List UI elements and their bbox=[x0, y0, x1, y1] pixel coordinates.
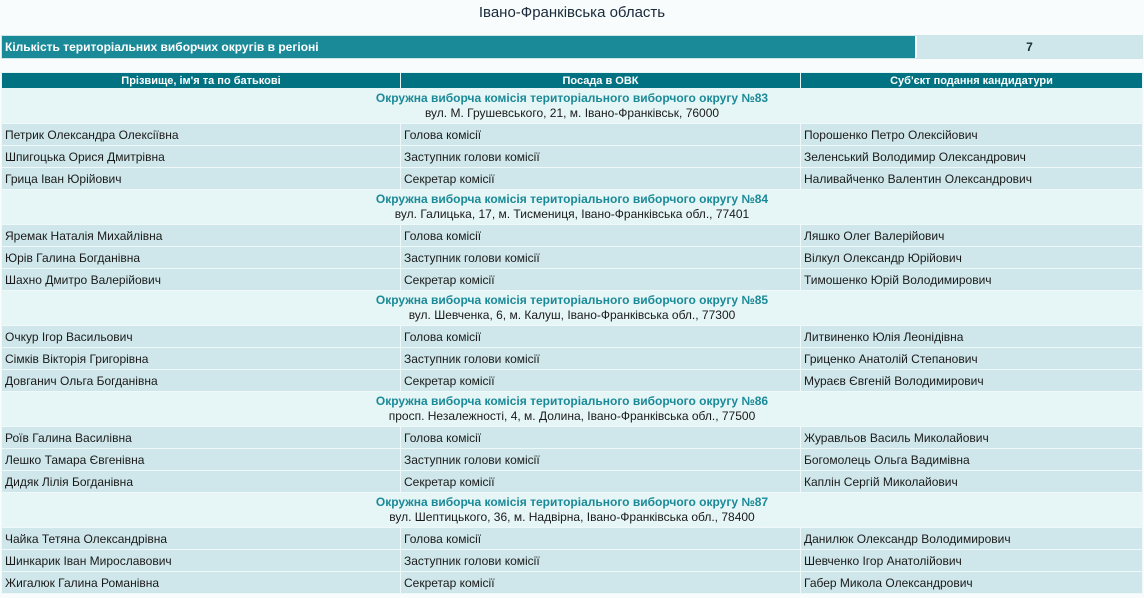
page-title: Івано-Франківська область bbox=[478, 4, 666, 21]
member-position: Секретар комісії bbox=[400, 167, 801, 190]
member-name: Сімків Вікторія Григорівна bbox=[1, 347, 401, 370]
commission-group-cell: Окружна виборча комісія територіального … bbox=[1, 290, 1143, 326]
header-name: Прізвище, ім'я та по батькові bbox=[1, 72, 401, 89]
commission-group-row: Окружна виборча комісія територіального … bbox=[1, 189, 1143, 225]
member-nominator: Журавльов Василь Миколайович bbox=[800, 426, 1143, 449]
member-name: Юрів Галина Богданівна bbox=[1, 246, 401, 269]
member-position: Голова комісії bbox=[400, 527, 801, 550]
member-name: Петрик Олександра Олексіївна bbox=[1, 123, 401, 146]
table-row: Жигалюк Галина Романівна Секретар комісії… bbox=[1, 571, 1143, 594]
member-name: Шахно Дмитро Валерійович bbox=[1, 268, 401, 291]
table-row: Довганич Ольга Богданівна Секретар комісі… bbox=[1, 369, 1143, 392]
member-nominator: Вілкул Олександр Юрійович bbox=[800, 246, 1143, 269]
commission-group-cell: Окружна виборча комісія територіального … bbox=[1, 492, 1143, 528]
commission-group-row: Окружна виборча комісія територіального … bbox=[1, 492, 1143, 528]
member-position: Секретар комісії bbox=[400, 369, 801, 392]
commission-name: Окружна виборча комісія територіального … bbox=[375, 91, 769, 105]
member-nominator: Мураєв Євгеній Володимирович bbox=[800, 369, 1143, 392]
member-nominator: Каплін Сергій Миколайович bbox=[800, 470, 1143, 493]
member-name: Грица Іван Юрійович bbox=[1, 167, 401, 190]
member-name: Шпигоцька Орися Дмитрівна bbox=[1, 145, 401, 168]
table-row: Юрів Галина Богданівна Заступник голови к… bbox=[1, 246, 1143, 269]
member-name: Чайка Тетяна Олександрівна bbox=[1, 527, 401, 550]
member-position: Голова комісії bbox=[400, 123, 801, 146]
member-nominator: Тимошенко Юрій Володимирович bbox=[800, 268, 1143, 291]
table-row: Чайка Тетяна Олександрівна Голова комісії… bbox=[1, 527, 1143, 550]
member-position: Голова комісії bbox=[400, 224, 801, 247]
member-position: Заступник голови комісії bbox=[400, 347, 801, 370]
member-nominator: Наливайченко Валентин Олександрович bbox=[800, 167, 1143, 190]
commission-group-row: Окружна виборча комісія територіального … bbox=[1, 391, 1143, 427]
table-row: Грица Іван Юрійович Секретар комісії Налив… bbox=[1, 167, 1143, 190]
commission-group-cell: Окружна виборча комісія територіального … bbox=[1, 391, 1143, 427]
member-nominator: Габер Микола Олександрович bbox=[800, 571, 1143, 594]
commission-name: Окружна виборча комісія територіального … bbox=[375, 394, 769, 408]
member-position: Заступник голови комісії bbox=[400, 145, 801, 168]
member-nominator: Ляшко Олег Валерійович bbox=[800, 224, 1143, 247]
member-nominator: Порошенко Петро Олексійович bbox=[800, 123, 1143, 146]
member-position: Заступник голови комісії bbox=[400, 448, 801, 471]
member-name: Шинкарик Іван Мирославович bbox=[1, 549, 401, 572]
member-nominator: Зеленський Володимир Олександрович bbox=[800, 145, 1143, 168]
commission-name: Окружна виборча комісія територіального … bbox=[375, 495, 769, 509]
member-name: Жигалюк Галина Романівна bbox=[1, 571, 401, 594]
member-name: Яремак Наталія Михайлівна bbox=[1, 224, 401, 247]
member-position: Секретар комісії bbox=[400, 571, 801, 594]
member-name: Очкур Ігор Васильович bbox=[1, 325, 401, 348]
member-position: Секретар комісії bbox=[400, 268, 801, 291]
commission-name: Окружна виборча комісія територіального … bbox=[375, 192, 769, 206]
member-nominator: Шевченко Ігор Анатолійович bbox=[800, 549, 1143, 572]
table-row: Дидяк Лілія Богданівна Секретар комісії Ка… bbox=[1, 470, 1143, 493]
commission-group-cell: Окружна виборча комісія територіального … bbox=[1, 88, 1143, 124]
header-nominator: Суб'єкт подання кандидатури bbox=[800, 72, 1143, 89]
member-name: Лешко Тамара Євгенівна bbox=[1, 448, 401, 471]
district-count-bar: Кількість територіальних виборчих округі… bbox=[1, 35, 1143, 59]
header-position: Посада в ОВК bbox=[400, 72, 801, 89]
table-row: Петрик Олександра Олексіївна Голова коміс… bbox=[1, 123, 1143, 146]
member-nominator: Гриценко Анатолій Степанович bbox=[800, 347, 1143, 370]
commission-address: вул. М. Грушевського, 21, м. Івано-Франк… bbox=[424, 106, 720, 120]
table-row: Лешко Тамара Євгенівна Заступник голови к… bbox=[1, 448, 1143, 471]
table-header: Прізвище, ім'я та по батькові Посада в О… bbox=[1, 72, 1143, 89]
member-name: Довганич Ольга Богданівна bbox=[1, 369, 401, 392]
member-name: Роїв Галина Василівна bbox=[1, 426, 401, 449]
table-row: Сімків Вікторія Григорівна Заступник голо… bbox=[1, 347, 1143, 370]
table-row: Шахно Дмитро Валерійович Секретар комісії… bbox=[1, 268, 1143, 291]
member-nominator: Богомолець Ольга Вадимівна bbox=[800, 448, 1143, 471]
commission-name: Окружна виборча комісія територіального … bbox=[375, 293, 769, 307]
district-count-value: 7 bbox=[915, 36, 1142, 58]
table-row: Очкур Ігор Васильович Голова комісії Литви… bbox=[1, 325, 1143, 348]
table-row: Роїв Галина Василівна Голова комісії Журав… bbox=[1, 426, 1143, 449]
commission-group-row: Окружна виборча комісія територіального … bbox=[1, 290, 1143, 326]
member-position: Голова комісії bbox=[400, 426, 801, 449]
table-row: Шинкарик Іван Мирославович Заступник голо… bbox=[1, 549, 1143, 572]
commission-group-row: Окружна виборча комісія територіального … bbox=[1, 88, 1143, 124]
commission-address: вул. Шевченка, 6, м. Калуш, Івано-Франкі… bbox=[408, 308, 736, 322]
commission-address: просп. Незалежності, 4, м. Долина, Івано… bbox=[388, 409, 756, 423]
commission-table: Прізвище, ім'я та по батькові Посада в О… bbox=[1, 72, 1143, 594]
table-row: Яремак Наталія Михайлівна Голова комісії Л… bbox=[1, 224, 1143, 247]
member-position: Голова комісії bbox=[400, 325, 801, 348]
member-position: Секретар комісії bbox=[400, 470, 801, 493]
table-row: Шпигоцька Орися Дмитрівна Заступник голов… bbox=[1, 145, 1143, 168]
commission-address: вул. Шептицького, 36, м. Надвірна, Івано… bbox=[389, 510, 755, 524]
member-position: Заступник голови комісії bbox=[400, 549, 801, 572]
district-count-label: Кількість територіальних виборчих округі… bbox=[2, 36, 915, 58]
member-nominator: Литвиненко Юлія Леонідівна bbox=[800, 325, 1143, 348]
member-position: Заступник голови комісії bbox=[400, 246, 801, 269]
commission-address: вул. Галицька, 17, м. Тисмениця, Івано-Ф… bbox=[394, 207, 750, 221]
member-name: Дидяк Лілія Богданівна bbox=[1, 470, 401, 493]
member-nominator: Данилюк Олександр Володимирович bbox=[800, 527, 1143, 550]
commission-group-cell: Окружна виборча комісія територіального … bbox=[1, 189, 1143, 225]
